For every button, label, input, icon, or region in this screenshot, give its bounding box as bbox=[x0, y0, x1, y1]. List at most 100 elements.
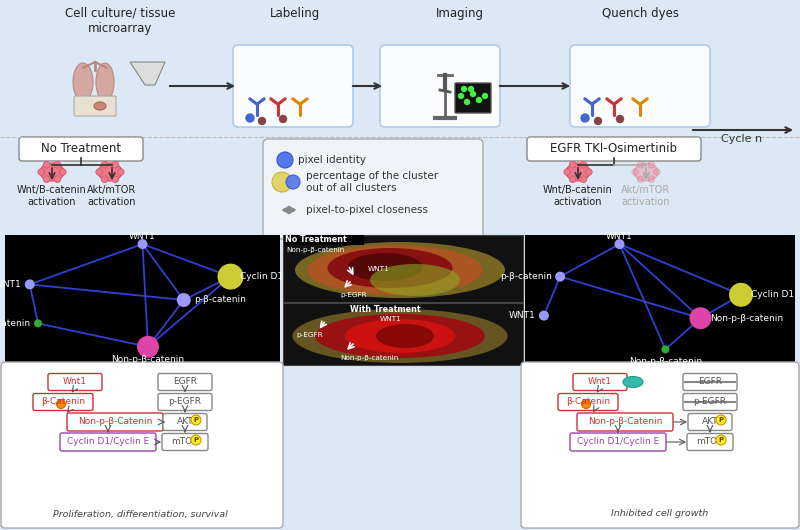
Ellipse shape bbox=[98, 163, 122, 181]
Circle shape bbox=[470, 92, 475, 96]
Circle shape bbox=[729, 283, 753, 307]
FancyBboxPatch shape bbox=[1, 362, 283, 528]
Ellipse shape bbox=[634, 163, 658, 181]
Text: WNT1: WNT1 bbox=[129, 232, 156, 241]
Circle shape bbox=[112, 176, 118, 183]
Ellipse shape bbox=[327, 248, 453, 288]
Text: No Treatment: No Treatment bbox=[41, 143, 121, 155]
Text: WNT1: WNT1 bbox=[0, 280, 22, 289]
Text: Labeling: Labeling bbox=[270, 7, 320, 20]
Circle shape bbox=[218, 263, 243, 289]
FancyBboxPatch shape bbox=[48, 374, 102, 391]
Text: WNT1: WNT1 bbox=[606, 232, 633, 241]
Circle shape bbox=[648, 176, 654, 183]
Text: Non-p-β-Catenin: Non-p-β-Catenin bbox=[588, 418, 662, 427]
Circle shape bbox=[716, 435, 726, 445]
Circle shape bbox=[38, 169, 45, 175]
Text: EGFR: EGFR bbox=[698, 377, 722, 386]
FancyBboxPatch shape bbox=[162, 434, 208, 450]
Circle shape bbox=[690, 307, 711, 329]
Text: Non-p-β-catenin: Non-p-β-catenin bbox=[340, 355, 398, 361]
FancyBboxPatch shape bbox=[19, 137, 143, 161]
Ellipse shape bbox=[347, 253, 422, 281]
Text: p-EGFR: p-EGFR bbox=[694, 398, 726, 407]
Circle shape bbox=[277, 152, 293, 168]
FancyBboxPatch shape bbox=[263, 139, 483, 239]
Circle shape bbox=[614, 239, 625, 249]
Text: Wnt/B-catenin
activation: Wnt/B-catenin activation bbox=[543, 185, 613, 207]
Text: β-Catenin: β-Catenin bbox=[566, 398, 610, 407]
Text: Non-p-β-catenin: Non-p-β-catenin bbox=[629, 357, 702, 366]
Circle shape bbox=[59, 169, 66, 175]
Text: Wnt/B-catenin
activation: Wnt/B-catenin activation bbox=[17, 185, 87, 207]
Text: Cyclin D1: Cyclin D1 bbox=[241, 272, 284, 281]
FancyBboxPatch shape bbox=[60, 433, 156, 451]
Circle shape bbox=[458, 93, 463, 99]
FancyBboxPatch shape bbox=[527, 137, 701, 161]
Circle shape bbox=[654, 169, 660, 175]
Text: Non-p-β-Catenin: Non-p-β-Catenin bbox=[78, 418, 152, 427]
Circle shape bbox=[272, 172, 292, 192]
Text: Imaging: Imaging bbox=[436, 7, 484, 20]
Text: Wnt1: Wnt1 bbox=[588, 377, 612, 386]
Text: AKT: AKT bbox=[702, 418, 718, 427]
FancyBboxPatch shape bbox=[683, 393, 737, 411]
Text: Cyclin D1: Cyclin D1 bbox=[751, 290, 794, 299]
Text: pixel identity: pixel identity bbox=[298, 155, 366, 165]
Text: p-EGFR: p-EGFR bbox=[340, 292, 366, 298]
Circle shape bbox=[482, 93, 487, 99]
Text: p-EGFR: p-EGFR bbox=[296, 332, 322, 338]
FancyBboxPatch shape bbox=[33, 393, 93, 411]
FancyBboxPatch shape bbox=[573, 374, 627, 391]
FancyBboxPatch shape bbox=[558, 393, 618, 411]
Bar bbox=[283, 235, 523, 302]
Circle shape bbox=[118, 169, 124, 175]
Circle shape bbox=[137, 336, 159, 358]
Ellipse shape bbox=[40, 163, 64, 181]
FancyBboxPatch shape bbox=[74, 96, 116, 116]
Circle shape bbox=[102, 176, 108, 183]
Circle shape bbox=[286, 175, 300, 189]
Text: Akt/mTOR
activation: Akt/mTOR activation bbox=[622, 185, 670, 207]
Circle shape bbox=[102, 161, 108, 168]
Circle shape bbox=[570, 176, 576, 183]
Text: p-β-catenin: p-β-catenin bbox=[194, 296, 246, 305]
Circle shape bbox=[54, 176, 61, 183]
Text: Cyclin D1/Cyclin E: Cyclin D1/Cyclin E bbox=[577, 437, 659, 446]
Text: With Treatment: With Treatment bbox=[350, 305, 421, 314]
Ellipse shape bbox=[96, 63, 114, 101]
Text: mTOR: mTOR bbox=[171, 437, 198, 446]
Text: P: P bbox=[718, 417, 723, 423]
Circle shape bbox=[582, 400, 590, 409]
Circle shape bbox=[96, 169, 102, 175]
Circle shape bbox=[43, 161, 50, 168]
Text: Non-p-β-catenin: Non-p-β-catenin bbox=[710, 314, 784, 323]
Circle shape bbox=[648, 161, 654, 168]
Text: Proliferation, differentiation, survival: Proliferation, differentiation, survival bbox=[53, 509, 227, 518]
Text: P: P bbox=[194, 437, 198, 443]
Text: Cell culture/ tissue
microarray: Cell culture/ tissue microarray bbox=[65, 7, 175, 35]
Text: Wnt1: Wnt1 bbox=[63, 377, 87, 386]
Ellipse shape bbox=[345, 319, 455, 353]
Circle shape bbox=[25, 279, 34, 289]
Circle shape bbox=[258, 118, 266, 125]
FancyBboxPatch shape bbox=[380, 45, 500, 127]
FancyBboxPatch shape bbox=[521, 362, 799, 528]
Circle shape bbox=[462, 86, 466, 92]
FancyBboxPatch shape bbox=[158, 393, 212, 411]
Ellipse shape bbox=[376, 324, 434, 348]
Text: p-EGFR: p-EGFR bbox=[169, 398, 202, 407]
Text: WNT1: WNT1 bbox=[380, 316, 402, 322]
Ellipse shape bbox=[315, 314, 485, 358]
Circle shape bbox=[191, 435, 201, 445]
Circle shape bbox=[638, 161, 644, 168]
FancyBboxPatch shape bbox=[158, 374, 212, 391]
Text: Akt/mTOR
activation: Akt/mTOR activation bbox=[87, 185, 137, 207]
FancyBboxPatch shape bbox=[455, 83, 491, 113]
Text: AKT: AKT bbox=[177, 418, 194, 427]
Circle shape bbox=[465, 100, 470, 104]
Polygon shape bbox=[130, 62, 165, 85]
Text: P: P bbox=[718, 437, 723, 443]
Text: percentage of the cluster
out of all clusters: percentage of the cluster out of all clu… bbox=[306, 171, 438, 193]
Circle shape bbox=[632, 169, 638, 175]
